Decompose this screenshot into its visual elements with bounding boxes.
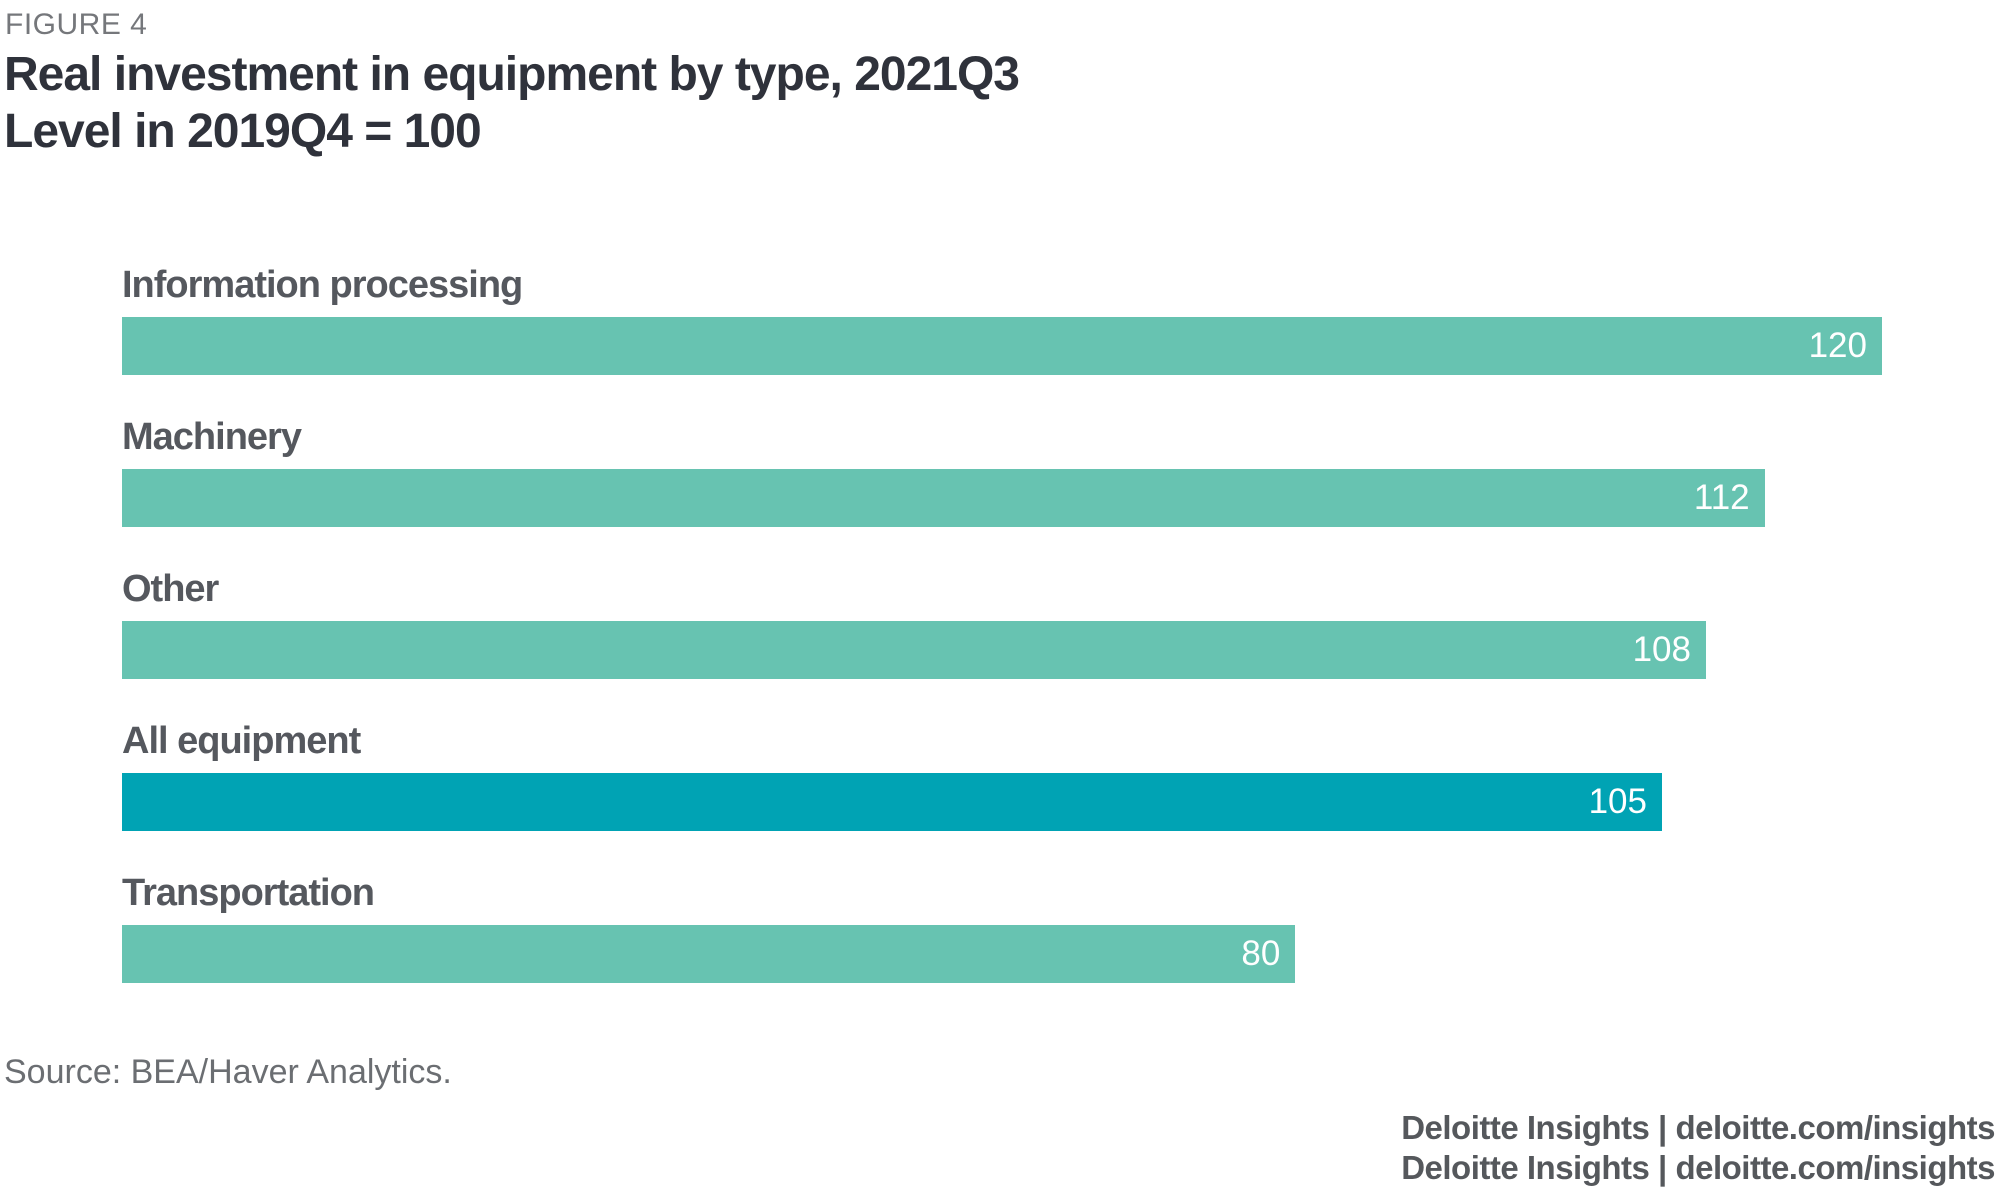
branding-line: Deloitte Insights | deloitte.com/insight… [1401,1109,1995,1146]
bar-category-label: Information processing [122,264,523,306]
bar-value-label: 80 [1241,934,1281,973]
bar-value-label: 112 [1693,478,1750,517]
bar-value-label: 120 [1808,326,1867,365]
bar: 80 [122,925,1296,983]
bar-category-label: Transportation [122,872,375,914]
bar-value-label: 105 [1588,782,1647,821]
bar: 120 [122,317,1882,375]
deloitte-branding: Deloitte Insights | deloitte.com/insight… [1401,1108,1995,1188]
bar: 112 [122,469,1765,527]
page-title: Real investment in equipment by type, 20… [4,46,1020,160]
source-note: Source: BEA/Haver Analytics. [4,1053,452,1091]
figure-label: FIGURE 4 [5,8,148,41]
branding-line-clipped: Deloitte Insights | deloitte.com/insight… [1401,1149,1995,1186]
bar-group: Machinery 112 [122,413,1882,527]
chart-subtitle: Level in 2019Q4 = 100 [4,105,482,158]
bar: 105 [122,773,1662,831]
bar-category-label: All equipment [122,720,361,762]
bar-chart: Information processing 120 Machinery 112… [122,261,1882,1021]
bar: 108 [122,621,1706,679]
bar-value-label: 108 [1632,630,1691,669]
bar-category-label: Machinery [122,416,302,458]
bar-group: Transportation 80 [122,869,1882,983]
bar-group: All equipment 105 [122,717,1882,831]
bar-group: Information processing 120 [122,261,1882,375]
chart-title: Real investment in equipment by type, 20… [4,48,1020,101]
bar-group: Other 108 [122,565,1882,679]
bar-category-label: Other [122,568,219,610]
